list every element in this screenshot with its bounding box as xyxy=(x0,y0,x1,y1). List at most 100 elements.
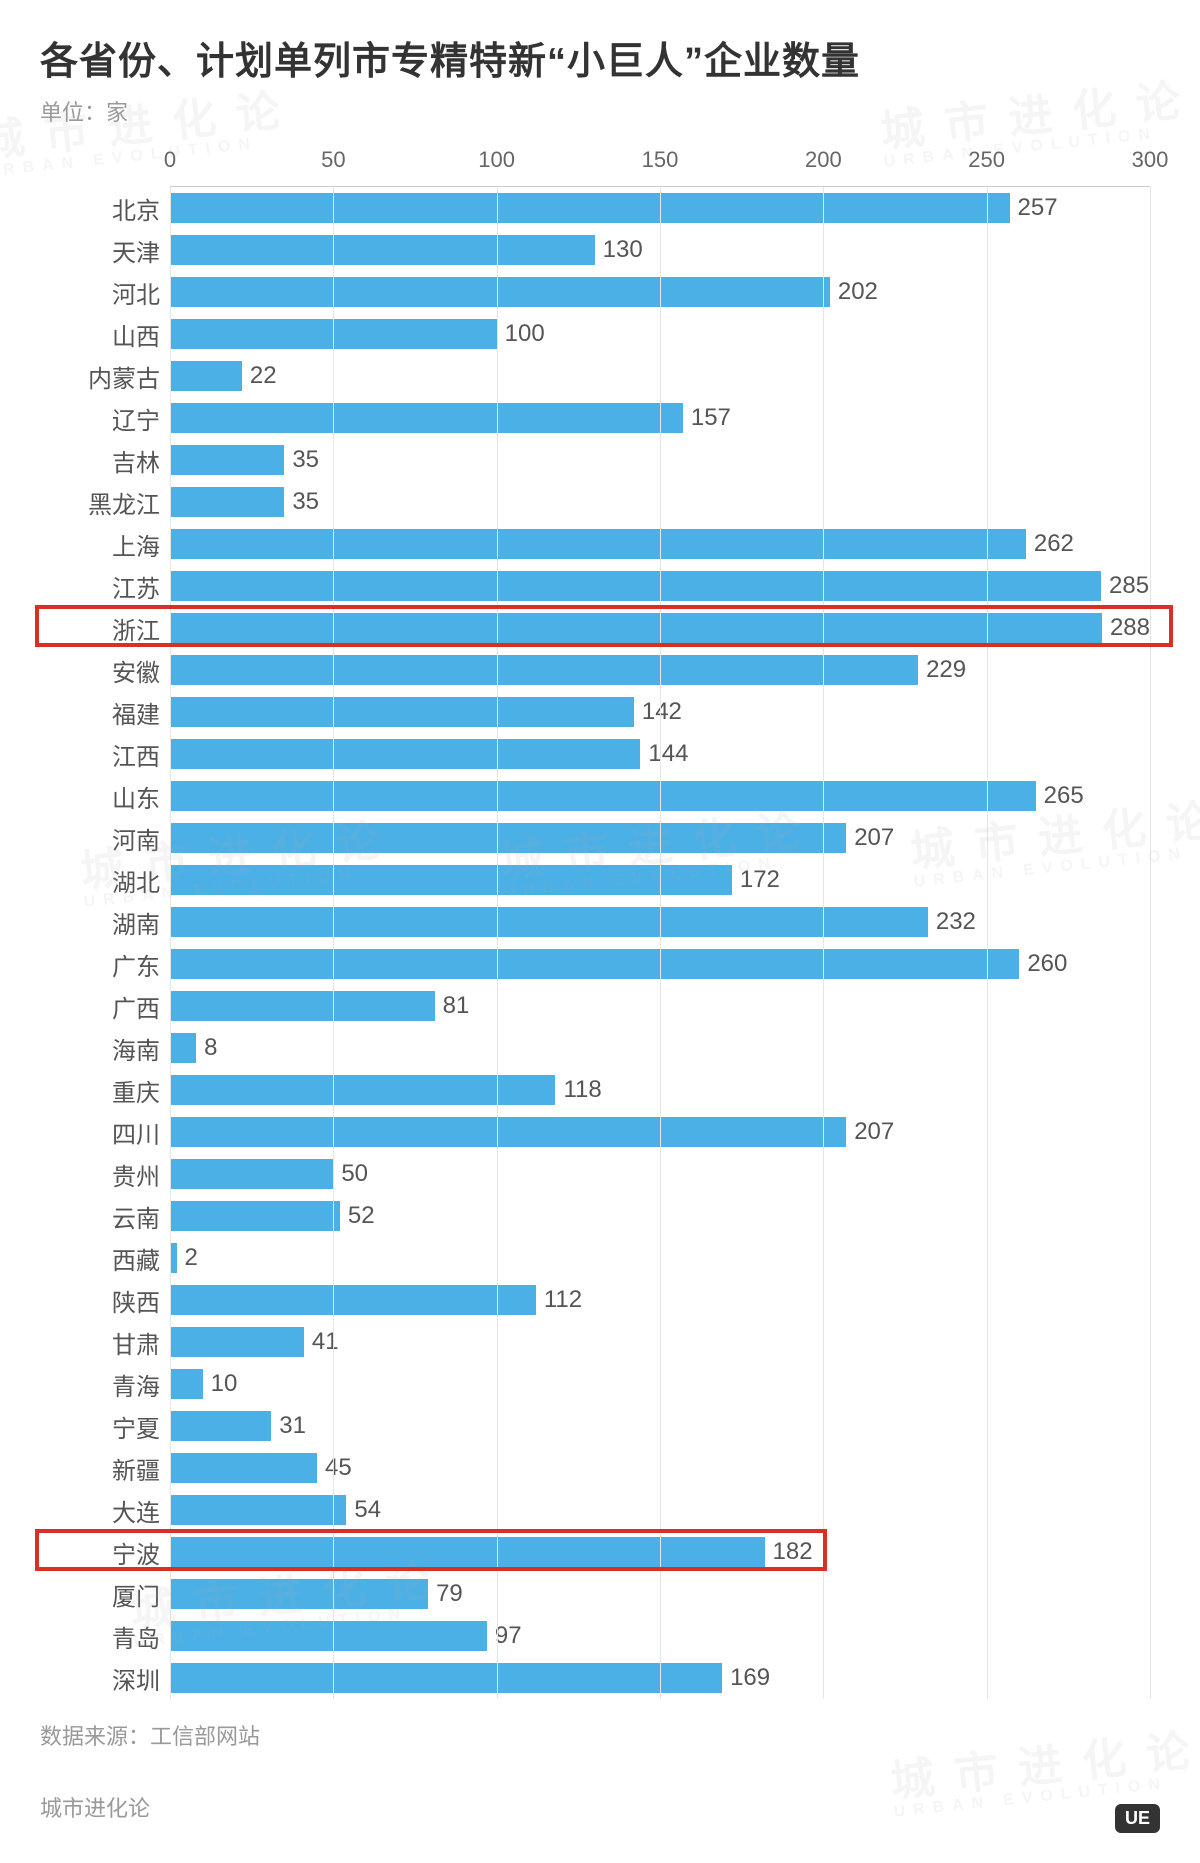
bar-label: 湖南 xyxy=(40,905,160,940)
bar xyxy=(170,1201,340,1231)
chart-area: 050100150200250300 北京257天津130河北202山西100内… xyxy=(170,147,1150,1699)
bar-label: 吉林 xyxy=(40,443,160,478)
bar-label: 广西 xyxy=(40,989,160,1024)
gridline xyxy=(497,187,498,1699)
bar-value: 54 xyxy=(354,1496,381,1524)
bar-value: 182 xyxy=(773,1538,813,1566)
bar-value: 45 xyxy=(325,1454,352,1482)
bar-label: 大连 xyxy=(40,1493,160,1528)
bar-label: 内蒙古 xyxy=(40,359,160,394)
bar-value: 50 xyxy=(341,1160,368,1188)
bar-value: 35 xyxy=(292,488,319,516)
x-axis: 050100150200250300 xyxy=(170,147,1150,187)
bar xyxy=(170,739,640,769)
bar-label: 青岛 xyxy=(40,1619,160,1654)
bar-label: 云南 xyxy=(40,1199,160,1234)
axis-tick: 0 xyxy=(164,147,176,173)
bar xyxy=(170,655,918,685)
bar-label: 陕西 xyxy=(40,1283,160,1318)
bar xyxy=(170,1327,304,1357)
gridline xyxy=(333,187,334,1699)
bar-value: 207 xyxy=(854,1118,894,1146)
bar-label: 湖北 xyxy=(40,863,160,898)
bar xyxy=(170,571,1101,601)
bar-label: 宁夏 xyxy=(40,1409,160,1444)
bar-label: 宁波 xyxy=(40,1535,160,1570)
bar-value: 207 xyxy=(854,824,894,852)
bar-label: 重庆 xyxy=(40,1073,160,1108)
bar-label: 辽宁 xyxy=(40,401,160,436)
bar-value: 130 xyxy=(603,236,643,264)
bar-value: 97 xyxy=(495,1622,522,1650)
bar-value: 288 xyxy=(1110,614,1150,642)
bar xyxy=(170,1285,536,1315)
bar-value: 79 xyxy=(436,1580,463,1608)
bar-value: 229 xyxy=(926,656,966,684)
bar xyxy=(170,1537,765,1567)
bar-label: 安徽 xyxy=(40,653,160,688)
axis-tick: 250 xyxy=(968,147,1005,173)
axis-tick: 200 xyxy=(805,147,842,173)
bar xyxy=(170,781,1036,811)
bar-value: 202 xyxy=(838,278,878,306)
bar xyxy=(170,1621,487,1651)
bar-label: 福建 xyxy=(40,695,160,730)
bar-label: 深圳 xyxy=(40,1661,160,1696)
axis-tick: 300 xyxy=(1132,147,1169,173)
bar xyxy=(170,1663,722,1693)
bar-label: 贵州 xyxy=(40,1157,160,1192)
bar-label: 西藏 xyxy=(40,1241,160,1276)
bar-label: 江苏 xyxy=(40,569,160,604)
footer-label: 城市进化论 xyxy=(40,1791,1160,1823)
bar-label: 甘肃 xyxy=(40,1325,160,1360)
bar-label: 天津 xyxy=(40,233,160,268)
bar-value: 22 xyxy=(250,362,277,390)
bar-value: 112 xyxy=(544,1286,582,1314)
bar-label: 山东 xyxy=(40,779,160,814)
data-source: 数据来源：工信部网站 xyxy=(40,1719,1160,1751)
bar xyxy=(170,991,435,1021)
bar-label: 北京 xyxy=(40,191,160,226)
bar-value: 2 xyxy=(185,1244,198,1272)
bar xyxy=(170,403,683,433)
bar xyxy=(170,1411,271,1441)
bar xyxy=(170,445,284,475)
bar-value: 262 xyxy=(1034,530,1074,558)
bar xyxy=(170,1033,196,1063)
bar xyxy=(170,1453,317,1483)
bar-value: 172 xyxy=(740,866,780,894)
bar xyxy=(170,1117,846,1147)
bar xyxy=(170,613,1102,643)
bar-label: 山西 xyxy=(40,317,160,352)
bar xyxy=(170,949,1019,979)
bar xyxy=(170,1495,346,1525)
bar-label: 上海 xyxy=(40,527,160,562)
bar-value: 142 xyxy=(642,698,682,726)
bar xyxy=(170,193,1010,223)
axis-tick: 150 xyxy=(642,147,679,173)
bar-label: 江西 xyxy=(40,737,160,772)
chart-unit: 单位：家 xyxy=(40,95,1160,127)
bar-label: 青海 xyxy=(40,1367,160,1402)
chart-title: 各省份、计划单列市专精特新“小巨人”企业数量 xyxy=(40,30,1160,85)
bar xyxy=(170,1369,203,1399)
bar-value: 265 xyxy=(1044,782,1084,810)
bar-label: 厦门 xyxy=(40,1577,160,1612)
bar-value: 35 xyxy=(292,446,319,474)
axis-tick: 100 xyxy=(478,147,515,173)
bar-value: 169 xyxy=(730,1664,770,1692)
bar-label: 河北 xyxy=(40,275,160,310)
bar-value: 118 xyxy=(563,1076,601,1104)
gridline xyxy=(660,187,661,1699)
bar-value: 157 xyxy=(691,404,731,432)
gridline xyxy=(170,187,171,1699)
bar xyxy=(170,361,242,391)
bar-value: 31 xyxy=(279,1412,306,1440)
bar-label: 河南 xyxy=(40,821,160,856)
bar-value: 10 xyxy=(211,1370,238,1398)
bar-label: 黑龙江 xyxy=(40,485,160,520)
bar xyxy=(170,697,634,727)
gridline xyxy=(1150,187,1151,1699)
bar-label: 四川 xyxy=(40,1115,160,1150)
bar-value: 8 xyxy=(204,1034,217,1062)
